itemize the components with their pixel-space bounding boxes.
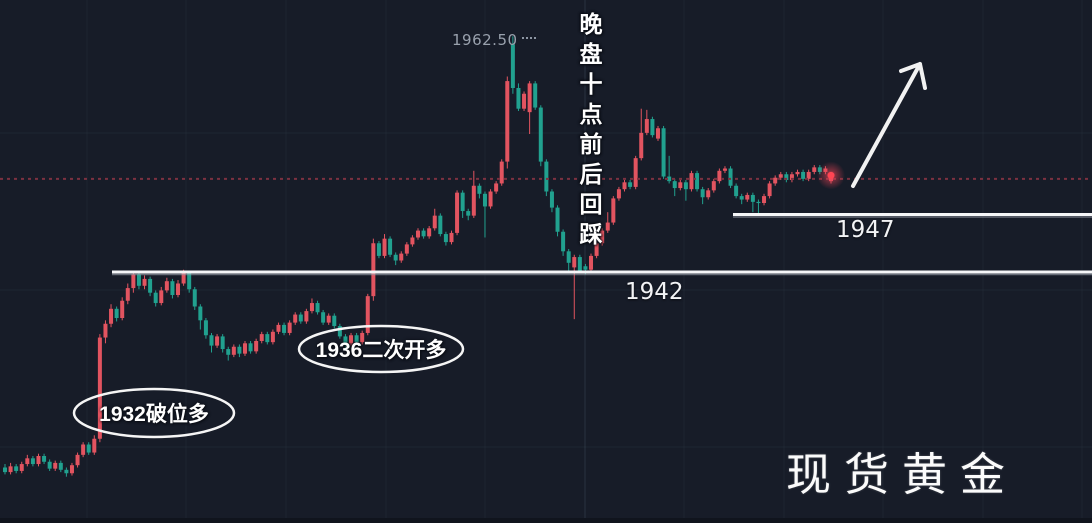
candles: [3, 36, 833, 477]
up-trend-arrow: [851, 62, 927, 188]
vertical-note-annotation: 晚盘十点前后回踩: [576, 12, 602, 252]
support-level-label-1942: 1942: [625, 279, 684, 305]
high-price-text: 1962.50: [452, 31, 518, 49]
instrument-watermark: 现货黄金: [786, 448, 1019, 501]
resistance-level-label-1947: 1947: [836, 217, 895, 243]
current-price-glow-marker: [817, 161, 845, 190]
callout-label-1936-second-long: 1936二次开多: [315, 339, 447, 362]
callout-ellipses: [72, 324, 465, 439]
swing-high-price-label: 1962.50: [452, 31, 536, 49]
bottom-edge-strip: [0, 518, 1092, 523]
support-resistance-lines: [112, 213, 1092, 276]
callout-label-1932-breakout-long: 1932破位多: [99, 403, 209, 426]
high-dotted-tick: [521, 37, 536, 40]
